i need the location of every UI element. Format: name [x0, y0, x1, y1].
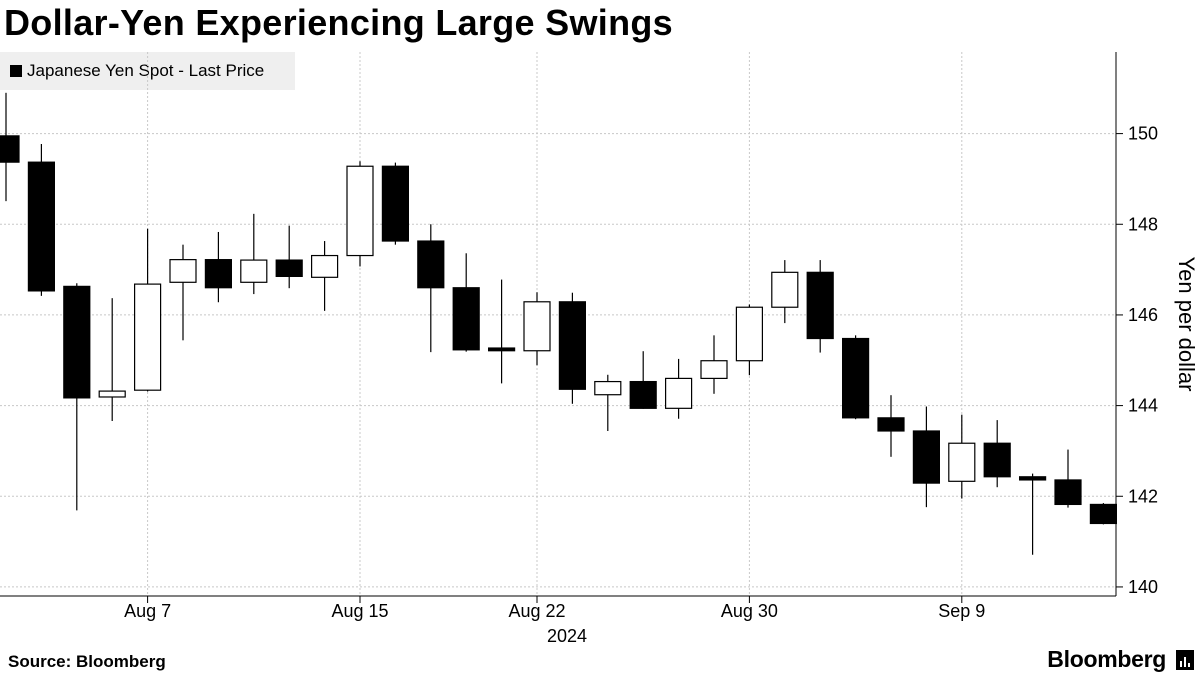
- candle-body-up: [346, 165, 374, 257]
- candle-body-down: [275, 259, 303, 277]
- candle-body-up: [523, 301, 551, 352]
- candle-body-up: [771, 271, 799, 308]
- legend: Japanese Yen Spot - Last Price: [0, 52, 295, 90]
- y-tick-label: 142: [1128, 486, 1158, 506]
- y-axis-label: Yen per dollar: [1174, 256, 1199, 392]
- x-tick-label: Aug 15: [331, 601, 388, 621]
- candle-body-up: [98, 390, 126, 398]
- candle-body-down: [27, 161, 55, 292]
- candle-body-up: [700, 360, 728, 380]
- candle-body-down: [0, 135, 20, 163]
- chart-title: Dollar-Yen Experiencing Large Swings: [4, 2, 673, 43]
- x-tick-label: Aug 22: [508, 601, 565, 621]
- candle-body-up: [594, 380, 622, 396]
- y-tick-label: 150: [1128, 124, 1158, 144]
- candle-body-up: [169, 259, 197, 283]
- candle-body-down: [204, 259, 232, 289]
- candle-body-up: [311, 254, 339, 278]
- candle-body-down: [63, 285, 91, 399]
- candle-body-down: [629, 380, 657, 409]
- x-tick-label: Sep 9: [938, 601, 985, 621]
- candle-body-down: [1089, 503, 1118, 525]
- candle-body-down: [417, 240, 445, 289]
- legend-label: Japanese Yen Spot - Last Price: [27, 61, 265, 80]
- candle-body-down: [983, 442, 1011, 478]
- candle-body-down: [381, 165, 409, 242]
- candle-body-down: [877, 417, 905, 432]
- candle-body-down: [452, 287, 480, 351]
- source-note: Source: Bloomberg: [8, 652, 166, 671]
- candle-body-down: [488, 347, 516, 352]
- y-tick-label: 144: [1128, 396, 1158, 416]
- y-tick-label: 140: [1128, 577, 1158, 597]
- candle-body-down: [912, 430, 941, 484]
- candle-body-up: [240, 259, 268, 283]
- candle-body-down: [558, 301, 587, 390]
- bloomberg-logo-icon: [1176, 650, 1194, 670]
- legend-swatch: [10, 65, 22, 77]
- candle-body-up: [664, 377, 693, 409]
- candle-body-down: [841, 337, 870, 419]
- year-label: 2024: [547, 626, 587, 646]
- candle-body-up: [735, 306, 764, 362]
- brand-wordmark: Bloomberg: [1047, 646, 1166, 672]
- x-tick-label: Aug 7: [124, 601, 171, 621]
- x-tick-label: Aug 30: [721, 601, 778, 621]
- candle-body-up: [134, 283, 162, 391]
- y-tick-label: 148: [1128, 214, 1158, 234]
- candle-body-down: [1054, 479, 1082, 506]
- candle-body-down: [806, 271, 834, 340]
- candle-body-up: [948, 442, 976, 482]
- candle-body-down: [1018, 476, 1047, 481]
- y-tick-label: 146: [1128, 305, 1158, 325]
